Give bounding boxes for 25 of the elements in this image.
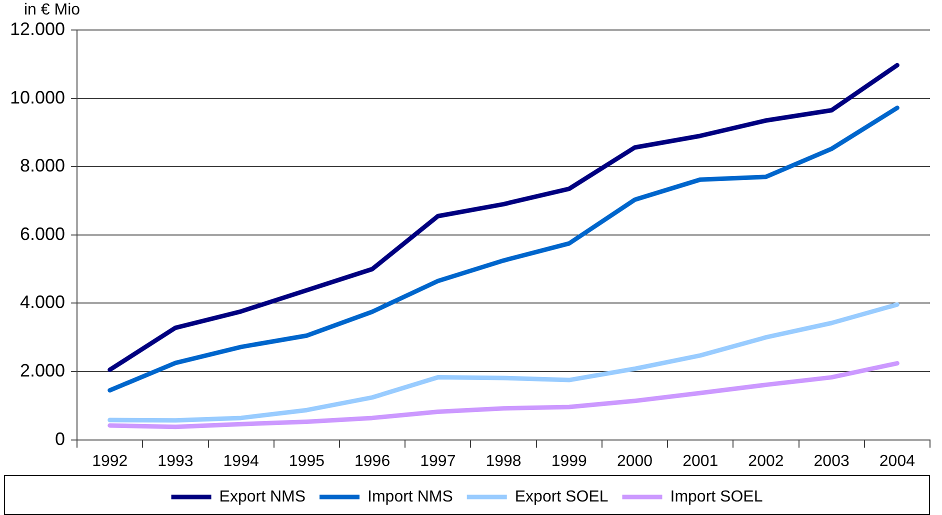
y-tick-label: 0: [55, 428, 66, 449]
y-axis-title: in € Mio: [24, 1, 80, 18]
x-tick-label: 2000: [616, 452, 653, 470]
x-tick-label: 1999: [551, 452, 588, 470]
x-tick-label: 2002: [748, 452, 784, 470]
x-tick-label: 2001: [682, 452, 718, 470]
x-tick-label: 1995: [288, 452, 325, 470]
x-tick-label: 1992: [92, 452, 128, 470]
y-tick-label: 10.000: [10, 87, 66, 108]
y-tick-label: 12.000: [10, 18, 66, 39]
x-tick-label: 2004: [879, 452, 916, 470]
legend-label: Export NMS: [219, 488, 306, 506]
legend-label: Import NMS: [368, 488, 453, 506]
legend-label: Export SOEL: [514, 488, 608, 506]
y-tick-label: 8.000: [20, 156, 66, 176]
x-tick-label: 1994: [223, 452, 259, 470]
x-tick-label: 1998: [486, 452, 522, 470]
x-tick-label: 2003: [814, 452, 850, 470]
y-tick-label: 2.000: [20, 360, 66, 380]
legend-label: Import SOEL: [670, 488, 763, 506]
x-tick-label: 1993: [158, 452, 194, 470]
y-tick-label: 6.000: [20, 224, 66, 244]
x-tick-label: 1997: [420, 452, 456, 470]
x-tick-label: 1996: [354, 452, 390, 470]
y-tick-label: 4.000: [20, 292, 66, 312]
